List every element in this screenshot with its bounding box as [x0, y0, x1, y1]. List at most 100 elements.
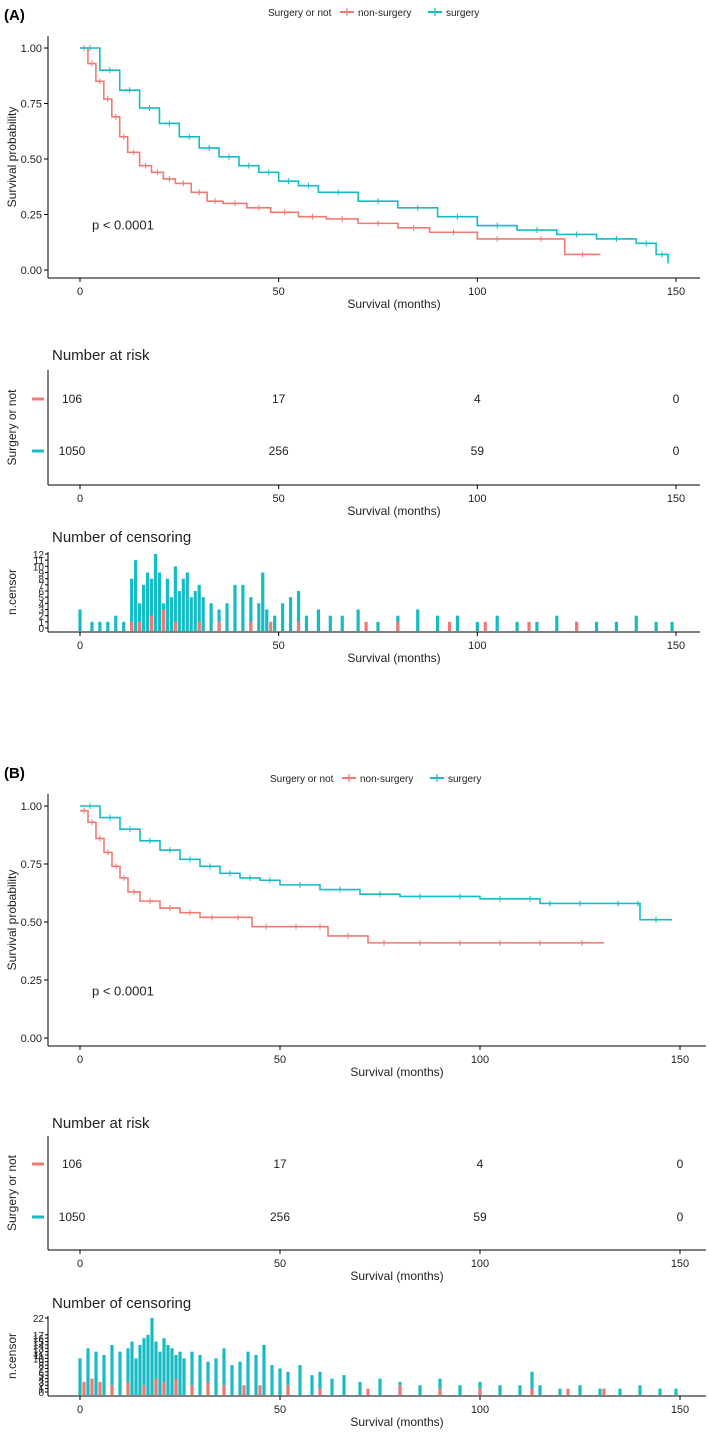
- censor-mark: [309, 213, 316, 220]
- censor-mark: [375, 198, 381, 205]
- y-tick-label: 0.25: [21, 975, 42, 987]
- risk-count: 0: [673, 392, 680, 406]
- censor-mark: [167, 905, 173, 912]
- censor-mark: [497, 895, 503, 902]
- y-tick-label: 10: [33, 1354, 45, 1365]
- censor-bar-surgery: [278, 1368, 282, 1395]
- censor-mark: [231, 200, 238, 207]
- censor-mark: [226, 153, 232, 160]
- censor-bar-surgery: [273, 615, 277, 631]
- censor-mark: [187, 909, 193, 916]
- censor-bar-surgery: [110, 1344, 114, 1395]
- legend-title: Surgery or not: [270, 774, 334, 785]
- censoring-y-label: n.censor: [5, 569, 19, 615]
- censor-bar-surgery: [340, 615, 344, 631]
- y-tick-label: 2: [38, 612, 44, 623]
- censor-mark: [96, 78, 103, 85]
- censor-bar-non-surgery: [447, 621, 452, 631]
- legend-label-non-surgery: non-surgery: [358, 8, 411, 19]
- censor-bar-non-surgery: [566, 1388, 570, 1395]
- censor-mark: [187, 856, 193, 863]
- censor-mark: [87, 803, 93, 809]
- censor-mark: [267, 877, 273, 884]
- y-tick-label: 0.50: [21, 154, 42, 166]
- censor-mark: [579, 939, 585, 946]
- risk-count: 17: [272, 392, 286, 406]
- censor-bar-surgery: [206, 1361, 210, 1395]
- censor-mark: [293, 923, 299, 930]
- censor-bar-surgery: [238, 1361, 242, 1395]
- x-tick-label: 100: [471, 1054, 489, 1066]
- censor-bar-surgery: [134, 1358, 138, 1395]
- censor-mark: [227, 870, 233, 877]
- censor-mark: [154, 169, 161, 176]
- y-tick-label: 2: [38, 1381, 44, 1392]
- censor-bar-surgery: [158, 1351, 162, 1395]
- censor-mark: [107, 814, 113, 821]
- censor-bar-surgery: [538, 1385, 542, 1395]
- censor-bar-surgery: [254, 1355, 258, 1395]
- y-tick-label: 11: [34, 1351, 45, 1362]
- censor-bar-non-surgery: [161, 609, 166, 631]
- censor-mark: [547, 900, 553, 907]
- x-axis-label: Survival (months): [347, 504, 440, 518]
- censor-bar-surgery: [174, 1355, 178, 1395]
- censor-bar-non-surgery: [602, 1388, 606, 1395]
- legend: Surgery or not non-surgery surgery: [268, 8, 479, 19]
- censor-mark: [196, 189, 203, 196]
- censor-bar-surgery: [358, 1381, 362, 1395]
- x-tick-label: 50: [274, 1054, 286, 1066]
- censor-bar-surgery: [90, 621, 94, 631]
- x-tick-label: 0: [77, 493, 83, 505]
- censor-mark: [105, 849, 111, 856]
- legend-key-marker: [345, 774, 353, 782]
- censor-bar-non-surgery: [222, 1385, 226, 1395]
- y-tick-label: 9: [38, 1358, 44, 1369]
- censor-bar-surgery: [670, 621, 674, 631]
- censor-bar-surgery: [658, 1388, 662, 1395]
- censor-bar-non-surgery: [249, 621, 253, 631]
- censor-mark: [120, 133, 127, 140]
- censor-bar-surgery: [498, 1385, 502, 1395]
- censor-bar-surgery: [185, 572, 189, 631]
- risk-table: Number at risk Surgery or not 0 50 100 150 Sur…: [5, 1115, 706, 1283]
- censor-mark: [577, 900, 583, 907]
- censor-bar-surgery: [515, 621, 519, 631]
- y-tick-label: 0.00: [21, 265, 42, 277]
- censor-bar-non-surgery: [138, 621, 142, 631]
- censor-bar-surgery: [169, 597, 173, 631]
- censor-mark: [653, 916, 659, 923]
- censor-mark: [533, 227, 540, 234]
- censor-bar-surgery: [416, 609, 420, 631]
- y-tick-label: 15: [33, 1338, 45, 1349]
- censor-bar-surgery: [138, 603, 142, 631]
- x-tick-label: 0: [77, 1054, 83, 1066]
- censor-mark: [285, 178, 292, 185]
- censor-bar-surgery: [518, 1385, 522, 1395]
- censor-mark: [537, 235, 544, 242]
- y-tick-label: 5: [38, 593, 44, 604]
- censor-bar-surgery: [330, 1378, 334, 1395]
- censor-bar-surgery: [114, 615, 118, 631]
- km-curve-non-surgery: [80, 809, 604, 944]
- y-tick-label: 9: [38, 569, 44, 580]
- censor-bar-surgery: [233, 584, 237, 631]
- y-tick-label: 1.00: [21, 43, 42, 55]
- y-tick-label: 7: [38, 581, 44, 592]
- censor-mark: [305, 182, 312, 189]
- censor-bar-non-surgery: [82, 1381, 86, 1395]
- legend-label-surgery: surgery: [448, 774, 481, 785]
- y-tick-label: 14: [33, 1341, 45, 1352]
- censor-bar-surgery: [214, 1358, 218, 1395]
- censor-bar-non-surgery: [527, 621, 531, 631]
- censor-bar-surgery: [594, 621, 599, 631]
- censor-bar-surgery: [261, 572, 265, 631]
- risk-count: 1050: [59, 1210, 86, 1224]
- y-tick-label: 17: [33, 1331, 45, 1342]
- censor-bar-surgery: [170, 1348, 174, 1395]
- censor-mark: [281, 209, 288, 216]
- censor-bar-surgery: [638, 1385, 642, 1395]
- censoring-title: Number of censoring: [52, 1295, 191, 1312]
- censor-mark: [121, 874, 127, 881]
